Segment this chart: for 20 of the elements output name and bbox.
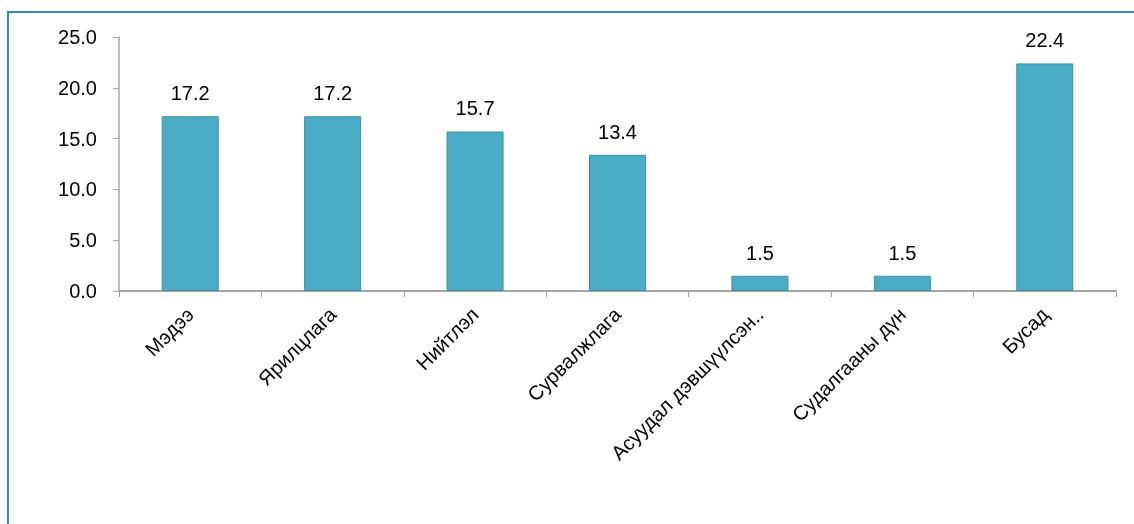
- bar: [873, 275, 931, 291]
- data-label: 1.5: [888, 241, 917, 264]
- y-tick-label: 20.0: [58, 76, 97, 99]
- bar: [731, 275, 789, 291]
- bar: [446, 131, 504, 291]
- bar: [589, 154, 646, 291]
- data-label: 22.4: [1025, 29, 1065, 52]
- data-label: 15.7: [455, 97, 495, 120]
- data-label: 1.5: [746, 241, 774, 264]
- data-label: 17.2: [170, 82, 210, 105]
- y-tick-label: 15.0: [58, 127, 97, 150]
- y-tick-label: 0.0: [69, 280, 97, 302]
- y-tick-label: 5.0: [69, 229, 97, 252]
- bar: [161, 116, 219, 291]
- data-label: 13.4: [598, 120, 637, 143]
- y-tick-label: 25.0: [58, 26, 97, 48]
- bar: [1016, 63, 1074, 291]
- data-label: 17.2: [313, 82, 353, 105]
- y-tick-label: 10.0: [58, 178, 97, 201]
- bar: [304, 116, 362, 291]
